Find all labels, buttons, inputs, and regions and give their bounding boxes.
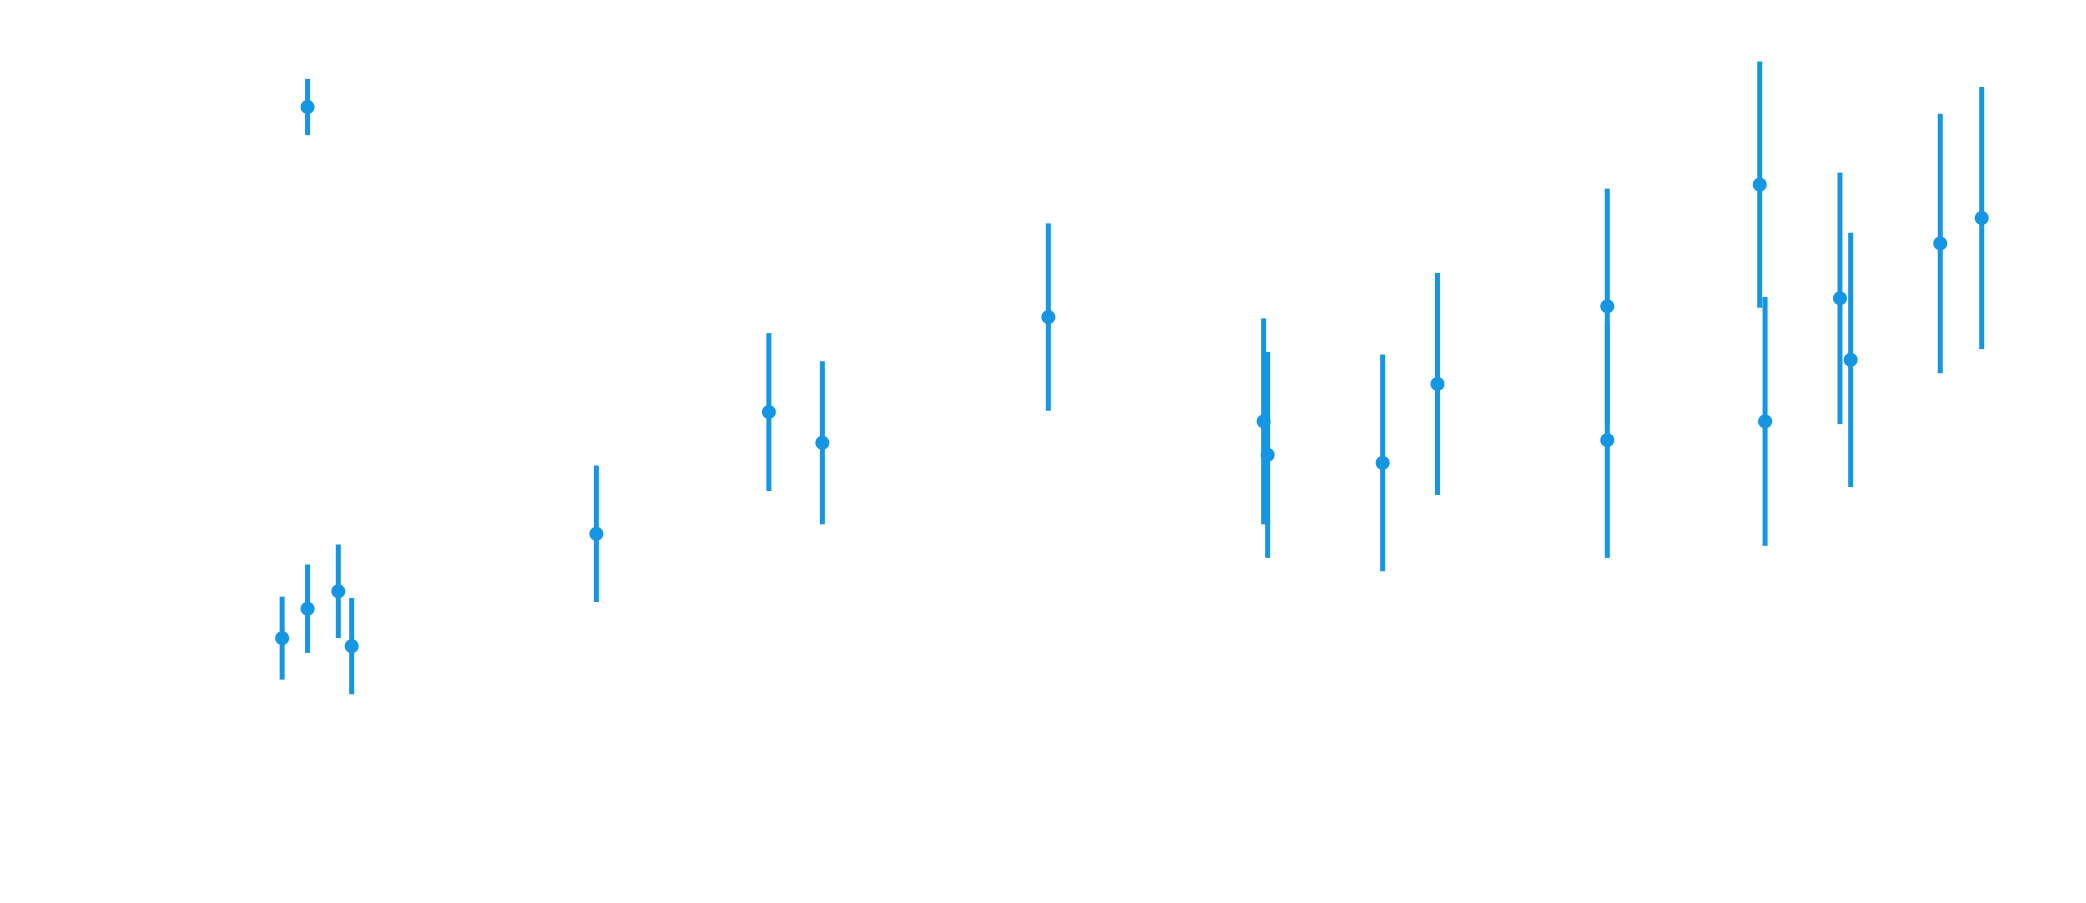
point xyxy=(300,601,315,616)
point xyxy=(1430,376,1445,391)
point xyxy=(1600,299,1615,314)
point xyxy=(815,435,830,450)
point xyxy=(1752,177,1767,192)
point xyxy=(761,405,776,420)
point xyxy=(331,584,346,599)
point xyxy=(1375,455,1390,470)
point xyxy=(1041,310,1056,325)
point xyxy=(344,639,359,654)
point xyxy=(589,526,604,541)
point xyxy=(1974,211,1989,226)
point xyxy=(1843,352,1858,367)
point xyxy=(1758,414,1773,429)
point xyxy=(1933,236,1948,251)
point xyxy=(1260,447,1275,462)
point xyxy=(275,631,290,646)
point xyxy=(1832,291,1847,306)
point xyxy=(300,100,315,115)
point xyxy=(1600,433,1615,448)
